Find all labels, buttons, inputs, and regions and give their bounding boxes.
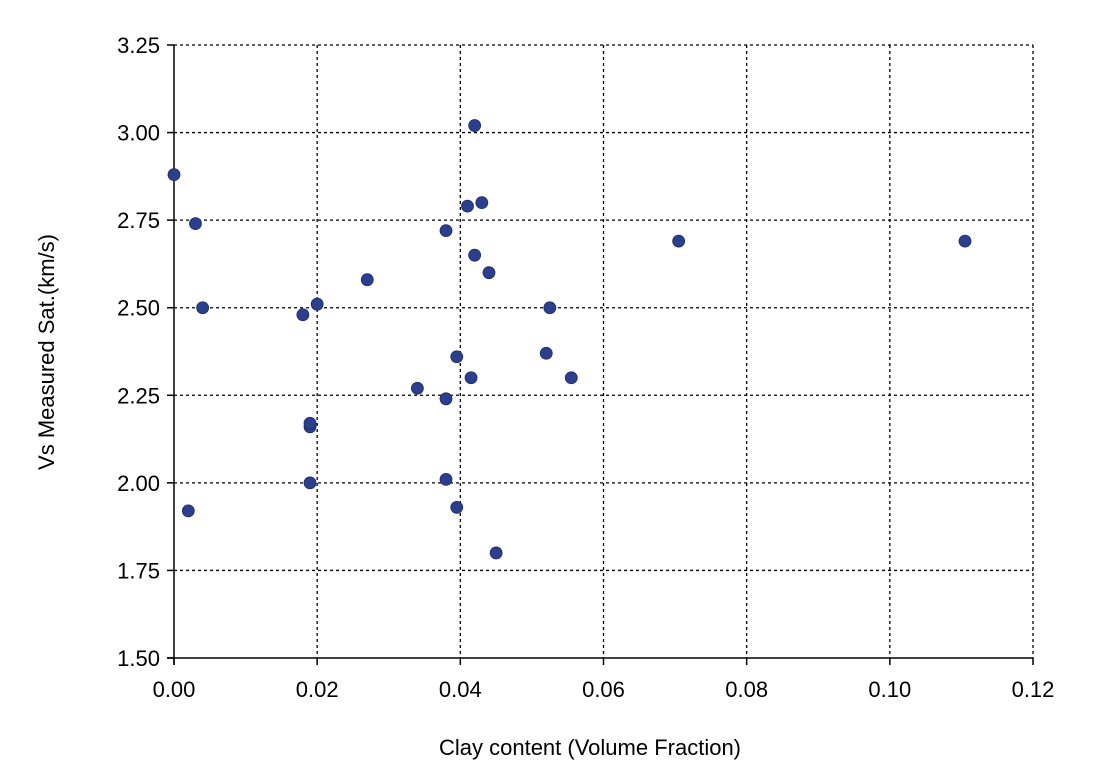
data-point: [167, 168, 181, 182]
x-tick-label: 0.00: [153, 677, 196, 702]
data-point: [672, 234, 686, 248]
data-point: [181, 504, 195, 518]
data-point: [439, 224, 453, 238]
y-tick-label: 2.00: [117, 471, 160, 496]
data-point: [464, 371, 478, 385]
axes: [167, 44, 1034, 665]
data-point: [539, 346, 553, 360]
data-point: [189, 217, 202, 231]
data-point: [303, 476, 317, 490]
data-point: [489, 546, 503, 560]
data-point: [461, 199, 474, 213]
x-tick-label: 0.12: [1012, 677, 1055, 702]
data-point: [439, 392, 453, 406]
x-tick-label: 0.10: [868, 677, 911, 702]
y-tick-label: 1.75: [117, 558, 160, 583]
data-point: [296, 308, 310, 322]
x-axis-title: Clay content (Volume Fraction): [439, 735, 741, 760]
data-point: [475, 196, 489, 210]
data-points: [167, 119, 972, 560]
gridlines: [174, 44, 1034, 658]
data-point: [439, 472, 453, 486]
y-tick-label: 1.50: [117, 646, 160, 671]
data-point: [482, 266, 496, 280]
data-point: [958, 234, 972, 248]
data-point: [310, 297, 324, 311]
data-point: [468, 248, 482, 262]
y-tick-label: 2.50: [117, 296, 160, 321]
y-axis-title: Vs Measured Sat.(km/s): [34, 234, 59, 470]
data-point: [468, 119, 482, 132]
data-point: [360, 273, 374, 287]
y-tick-label: 2.25: [117, 383, 160, 408]
x-tick-label: 0.02: [296, 677, 339, 702]
y-tick-label: 3.00: [117, 121, 160, 146]
data-point: [303, 416, 317, 430]
data-point: [450, 500, 464, 514]
x-tick-label: 0.06: [582, 677, 625, 702]
data-point: [564, 371, 578, 385]
data-point: [196, 301, 210, 315]
data-point: [410, 381, 424, 395]
tick-labels: 0.00 0.02 0.04 0.06 0.08 0.10 0.12 1.50 1.75 2.00…: [117, 33, 1054, 702]
data-point: [450, 350, 464, 364]
data-point: [543, 301, 557, 315]
x-tick-label: 0.04: [439, 677, 482, 702]
x-tick-label: 0.08: [725, 677, 768, 702]
y-tick-label: 3.25: [117, 33, 160, 58]
y-tick-label: 2.75: [117, 208, 160, 233]
